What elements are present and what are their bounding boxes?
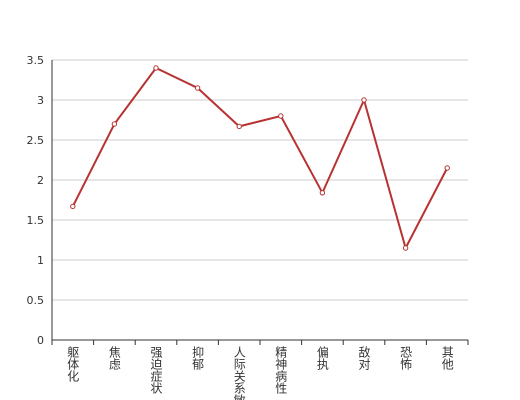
x-tick-label: 偏执	[315, 345, 329, 371]
y-tick-label: 3	[37, 94, 44, 107]
y-tick-label: 2	[37, 174, 44, 187]
point	[153, 65, 159, 71]
x-tick-label: 其他	[440, 346, 454, 370]
y-tick-label: 1.5	[27, 214, 45, 227]
point	[278, 113, 284, 119]
y-tick-label: 2.5	[27, 134, 45, 147]
x-tick-label: 人际关系敏感	[232, 346, 246, 400]
x-tick-label: 精神病性	[274, 346, 288, 395]
point	[70, 203, 76, 210]
series-line	[71, 66, 449, 251]
x-tick-label: 强迫症状	[149, 346, 163, 394]
y-tick-label: 0	[37, 334, 44, 347]
x-tick-label: 敌对	[357, 345, 371, 370]
point	[402, 245, 409, 251]
x-tick-label: 恐怖	[399, 346, 413, 370]
point	[236, 123, 242, 130]
point	[111, 121, 118, 127]
y-tick-label: 1	[37, 254, 44, 267]
x-tick-label: 焦虑	[107, 346, 121, 370]
x-tick-label: 躯体化	[66, 345, 80, 383]
point	[194, 85, 201, 91]
point	[319, 190, 326, 196]
point	[444, 165, 450, 171]
y-tick-label: 0.5	[27, 294, 45, 307]
x-tick-label: 抑郁	[191, 345, 205, 371]
y-tick-label: 3.5	[27, 54, 45, 67]
point	[361, 97, 367, 103]
